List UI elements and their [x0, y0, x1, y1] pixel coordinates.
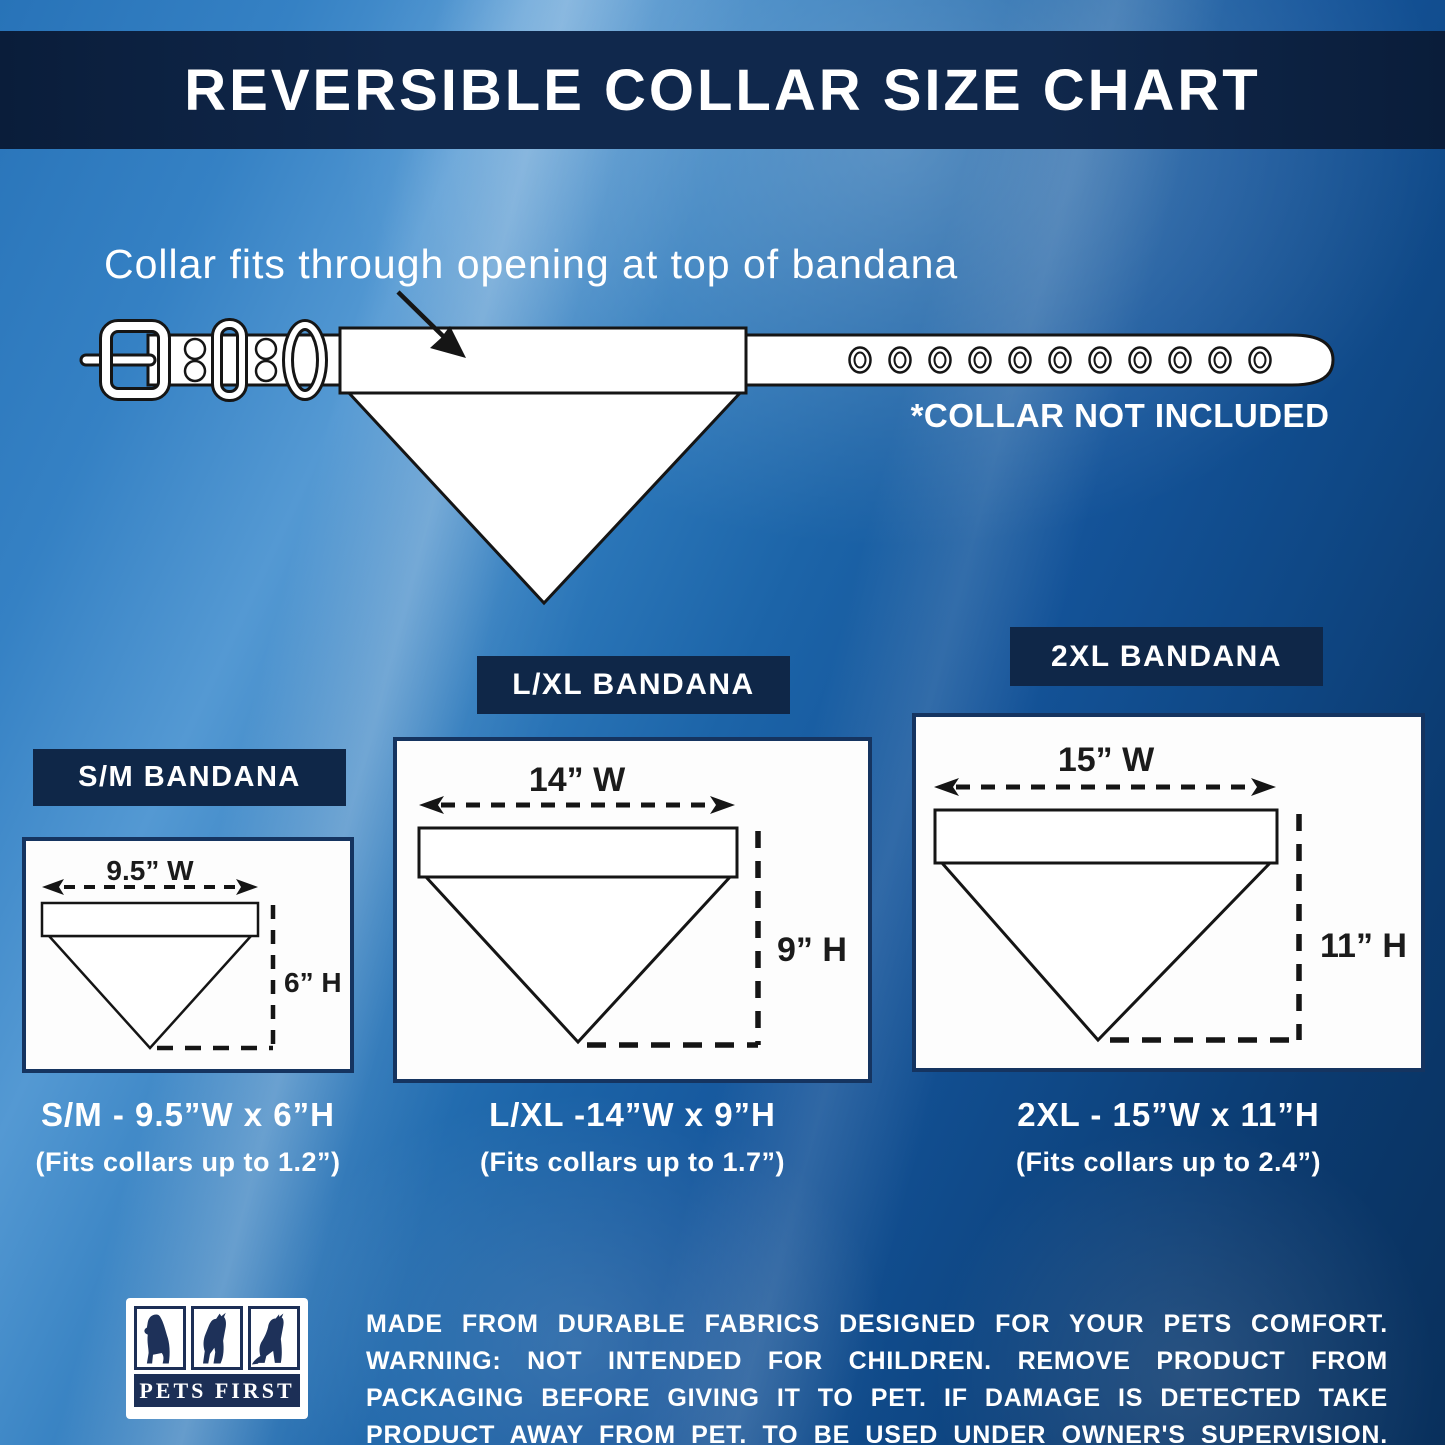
- arrowheads: [42, 879, 258, 895]
- logo-box: [134, 1306, 186, 1370]
- collar-keeper-loops: [211, 318, 328, 402]
- collar-not-included-note: *COLLAR NOT INCLUDED: [910, 397, 1330, 434]
- bandana-triangle: [422, 875, 734, 1045]
- bandana-sleeve: [933, 808, 1279, 865]
- dog-icon: [203, 1312, 226, 1364]
- size-panel-2xl: 15” W 11” H: [912, 713, 1425, 1072]
- xxl-width-label: 15” W: [1057, 741, 1155, 779]
- lxl-caption: L/XL -14”W x 9”H (Fits collars up to 1.7…: [393, 1096, 872, 1178]
- logo-name-band: PETS FIRST: [134, 1374, 300, 1407]
- dog-icon: [251, 1313, 284, 1365]
- disclaimer-block: MADE FROM DURABLE FABRICS DESIGNED FOR Y…: [366, 1306, 1388, 1445]
- size-header-sm: S/M BANDANA: [33, 749, 346, 806]
- size-header-lxl: L/XL BANDANA: [477, 656, 790, 714]
- disclaimer-line: MADE FROM DURABLE FABRICS DESIGNED FOR Y…: [366, 1310, 1388, 1338]
- xxl-size-text: 2XL - 15”W x 11”H: [1017, 1096, 1320, 1133]
- collar-buckle: [79, 319, 171, 401]
- sm-fits-text: (Fits collars up to 1.2”): [35, 1147, 341, 1177]
- disclaimer-line: PRODUCT AWAY FROM PET. TO BE USED UNDER …: [366, 1421, 1388, 1445]
- lxl-height-label: 9” H: [777, 931, 847, 969]
- logo-dog-boxes: [134, 1306, 300, 1370]
- collar-buckle-holes: [183, 337, 278, 383]
- title-banner: REVERSIBLE COLLAR SIZE CHART: [0, 31, 1445, 149]
- collar-holes: [848, 346, 1272, 374]
- sm-bandana-drawing: [40, 879, 276, 1051]
- lxl-bandana-drawing: [417, 796, 761, 1048]
- xxl-caption: 2XL - 15”W x 11”H (Fits collars up to 2.…: [912, 1096, 1425, 1178]
- size-panel-sm: 9.5” W 6” H: [22, 837, 354, 1073]
- lxl-width-label: 14” W: [528, 761, 626, 799]
- logo-box: [248, 1306, 300, 1370]
- size-header-2xl: 2XL BANDANA: [1010, 627, 1323, 686]
- annotation-arrow-icon: [396, 290, 466, 358]
- collar-strap-right: [744, 333, 1335, 387]
- arrowheads: [419, 796, 735, 814]
- logo-text: PETS FIRST: [139, 1377, 295, 1403]
- dog-icon: [144, 1314, 170, 1364]
- bandana-sleeve: [417, 826, 739, 879]
- logo-box: [191, 1306, 243, 1370]
- pets-first-logo: PETS FIRST: [126, 1298, 308, 1419]
- xxl-height-label: 11” H: [1320, 927, 1407, 965]
- bandana-triangle: [46, 934, 254, 1050]
- sm-height-label: 6” H: [284, 967, 342, 998]
- arrowheads: [934, 778, 1276, 796]
- xxl-fits-text: (Fits collars up to 2.4”): [1015, 1147, 1322, 1177]
- collar-annotation-text: Collar fits through opening at top of ba…: [104, 241, 959, 287]
- collar-illustration: [79, 290, 1335, 606]
- sm-size-text: S/M - 9.5”W x 6”H: [41, 1096, 335, 1133]
- size-panel-lxl: 14” W 9” H: [393, 737, 872, 1083]
- sm-caption: S/M - 9.5”W x 6”H (Fits collars up to 1.…: [22, 1096, 354, 1178]
- disclaimer-line: WARNING: NOT INTENDED FOR CHILDREN. REMO…: [366, 1347, 1388, 1375]
- lxl-fits-text: (Fits collars up to 1.7”): [479, 1147, 786, 1177]
- bandana-sleeve: [338, 326, 748, 395]
- bandana-triangle: [345, 391, 744, 606]
- xxl-bandana-drawing: [933, 778, 1302, 1043]
- page-title: REVERSIBLE COLLAR SIZE CHART: [184, 57, 1261, 123]
- sm-width-label: 9.5” W: [106, 855, 194, 886]
- bandana-sleeve: [40, 901, 260, 938]
- bandana-triangle: [938, 861, 1274, 1043]
- disclaimer-line: PACKAGING BEFORE GIVING IT TO PET. IF DA…: [366, 1384, 1388, 1412]
- lxl-size-text: L/XL -14”W x 9”H: [489, 1096, 776, 1133]
